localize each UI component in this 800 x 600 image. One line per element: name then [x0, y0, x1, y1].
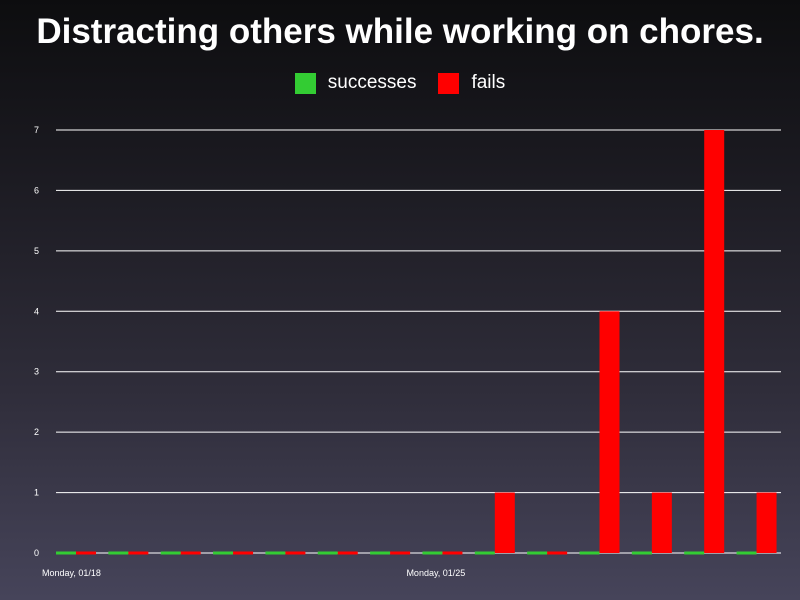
chart-title: Distracting others while working on chor… — [36, 12, 764, 51]
bar-successes-6 — [370, 551, 391, 555]
legend-label-fails: fails — [471, 72, 506, 93]
bar-successes-5 — [317, 551, 338, 555]
legend-item-fails: fails — [438, 72, 505, 94]
bar-fails-0 — [76, 551, 96, 555]
bar-fails-12 — [704, 130, 725, 553]
bar-fails-1 — [128, 551, 149, 555]
bar-successes-2 — [160, 551, 181, 555]
bar-successes-10 — [579, 551, 600, 555]
y-tick-label: 0 — [34, 548, 39, 558]
bar-fails-9 — [547, 551, 568, 555]
bar-successes-0 — [56, 551, 76, 555]
legend-swatch-successes — [294, 72, 316, 94]
x-axis-ticks: Monday, 01/18 Monday, 01/25 — [42, 568, 465, 578]
bar-fails-3 — [233, 551, 254, 555]
bar-fails-8 — [494, 492, 515, 553]
y-tick-label: 3 — [34, 367, 39, 377]
bar-successes-9 — [527, 551, 548, 555]
legend: successes fails — [0, 72, 800, 94]
bar-fails-2 — [180, 551, 201, 555]
gridlines — [56, 129, 781, 554]
x-tick-label: Monday, 01/25 — [406, 568, 465, 578]
bars — [56, 130, 777, 555]
y-tick-label: 7 — [34, 125, 39, 135]
y-tick-label: 6 — [34, 185, 39, 195]
bar-successes-1 — [108, 551, 129, 555]
bar-successes-8 — [474, 551, 495, 555]
y-tick-label: 2 — [34, 427, 39, 437]
bar-successes-13 — [736, 551, 757, 555]
legend-item-successes: successes — [294, 72, 417, 94]
y-axis-ticks: 0 1 2 3 4 5 6 7 — [34, 125, 39, 558]
y-tick-label: 1 — [34, 488, 39, 498]
bar-fails-4 — [285, 551, 306, 555]
bar-successes-12 — [684, 551, 705, 555]
legend-swatch-fails — [438, 72, 460, 94]
legend-label-successes: successes — [327, 72, 417, 93]
y-tick-label: 5 — [34, 246, 39, 256]
x-tick-label: Monday, 01/18 — [42, 568, 101, 578]
y-tick-label: 4 — [34, 306, 39, 316]
bar-fails-6 — [390, 551, 411, 555]
bar-fails-7 — [442, 551, 463, 555]
bar-fails-13 — [756, 492, 777, 553]
bar-successes-11 — [631, 551, 652, 555]
bar-fails-10 — [599, 311, 620, 553]
bar-fails-11 — [651, 492, 672, 553]
bar-successes-4 — [265, 551, 286, 555]
bar-successes-7 — [422, 551, 443, 555]
bar-successes-3 — [213, 551, 234, 555]
bar-fails-5 — [337, 551, 358, 555]
